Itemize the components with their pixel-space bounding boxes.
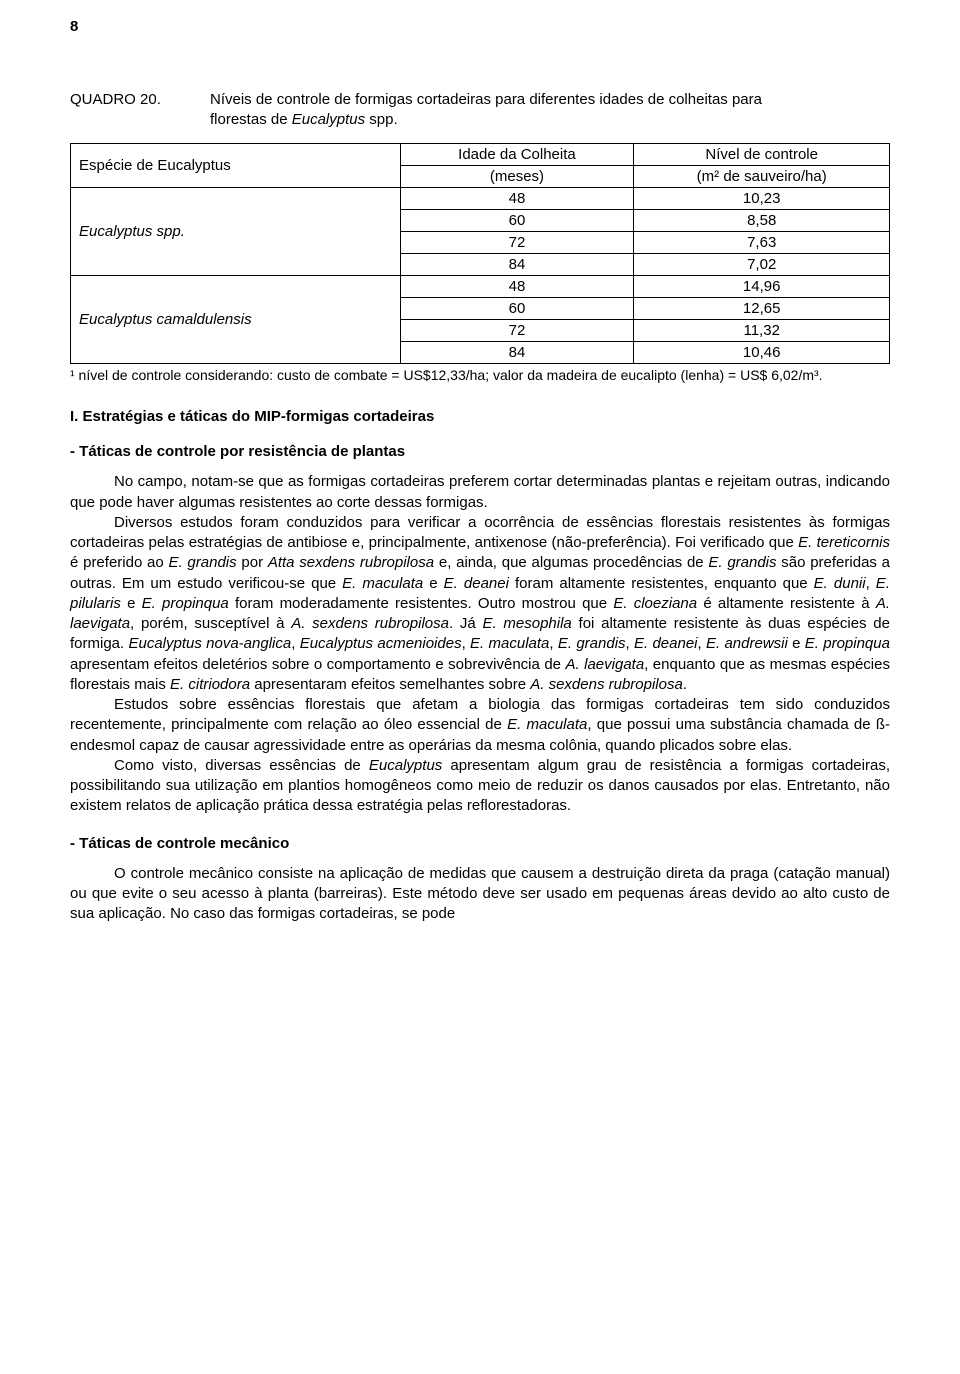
quadro-title-line1: Níveis de controle de formigas cortadeir… <box>210 91 762 108</box>
paragraph-3: Estudos sobre essências florestais que a… <box>70 695 890 756</box>
table-header-row: Espécie de Eucalyptus Idade da Colheita … <box>71 143 890 165</box>
cell-age: 72 <box>400 231 634 253</box>
cell-level: 10,46 <box>634 341 890 363</box>
col-species: Espécie de Eucalyptus <box>71 143 401 187</box>
table-row: Eucalyptus spp. 48 10,23 <box>71 187 890 209</box>
cell-age: 48 <box>400 275 634 297</box>
subsection-mecanico-heading: - Táticas de controle mecânico <box>70 835 890 852</box>
quadro-label: QUADRO 20. <box>70 90 210 110</box>
paragraph-5: O controle mecânico consiste na aplicaçã… <box>70 864 890 925</box>
quadro-heading: QUADRO 20.Níveis de controle de formigas… <box>70 90 890 131</box>
col-age-l1: Idade da Colheita <box>400 143 634 165</box>
cell-level: 11,32 <box>634 319 890 341</box>
cell-level: 10,23 <box>634 187 890 209</box>
page-number: 8 <box>70 18 78 35</box>
cell-level: 8,58 <box>634 209 890 231</box>
col-age-l2: (meses) <box>400 165 634 187</box>
quadro-title-line2: florestas de Eucalyptus spp. <box>70 110 890 130</box>
cell-species-2: Eucalyptus camaldulensis <box>71 275 401 363</box>
cell-age: 84 <box>400 253 634 275</box>
cell-level: 14,96 <box>634 275 890 297</box>
page-container: 8 QUADRO 20.Níveis de controle de formig… <box>0 0 960 964</box>
cell-age: 48 <box>400 187 634 209</box>
section-i-heading: I. Estratégias e táticas do MIP-formigas… <box>70 408 890 425</box>
cell-species-1: Eucalyptus spp. <box>71 187 401 275</box>
cell-age: 84 <box>400 341 634 363</box>
cell-age: 72 <box>400 319 634 341</box>
col-level-l2: (m² de sauveiro/ha) <box>634 165 890 187</box>
quadro-table: Espécie de Eucalyptus Idade da Colheita … <box>70 143 890 364</box>
table-row: Eucalyptus camaldulensis 48 14,96 <box>71 275 890 297</box>
paragraph-2: Diversos estudos foram conduzidos para v… <box>70 513 890 695</box>
cell-level: 7,02 <box>634 253 890 275</box>
cell-age: 60 <box>400 297 634 319</box>
col-level-l1: Nível de controle <box>634 143 890 165</box>
cell-age: 60 <box>400 209 634 231</box>
paragraph-1: No campo, notam-se que as formigas corta… <box>70 472 890 513</box>
paragraph-4: Como visto, diversas essências de Eucaly… <box>70 756 890 817</box>
cell-level: 12,65 <box>634 297 890 319</box>
table-footnote: ¹ nível de controle considerando: custo … <box>70 366 890 385</box>
cell-level: 7,63 <box>634 231 890 253</box>
subsection-resistencia-heading: - Táticas de controle por resistência de… <box>70 443 890 460</box>
